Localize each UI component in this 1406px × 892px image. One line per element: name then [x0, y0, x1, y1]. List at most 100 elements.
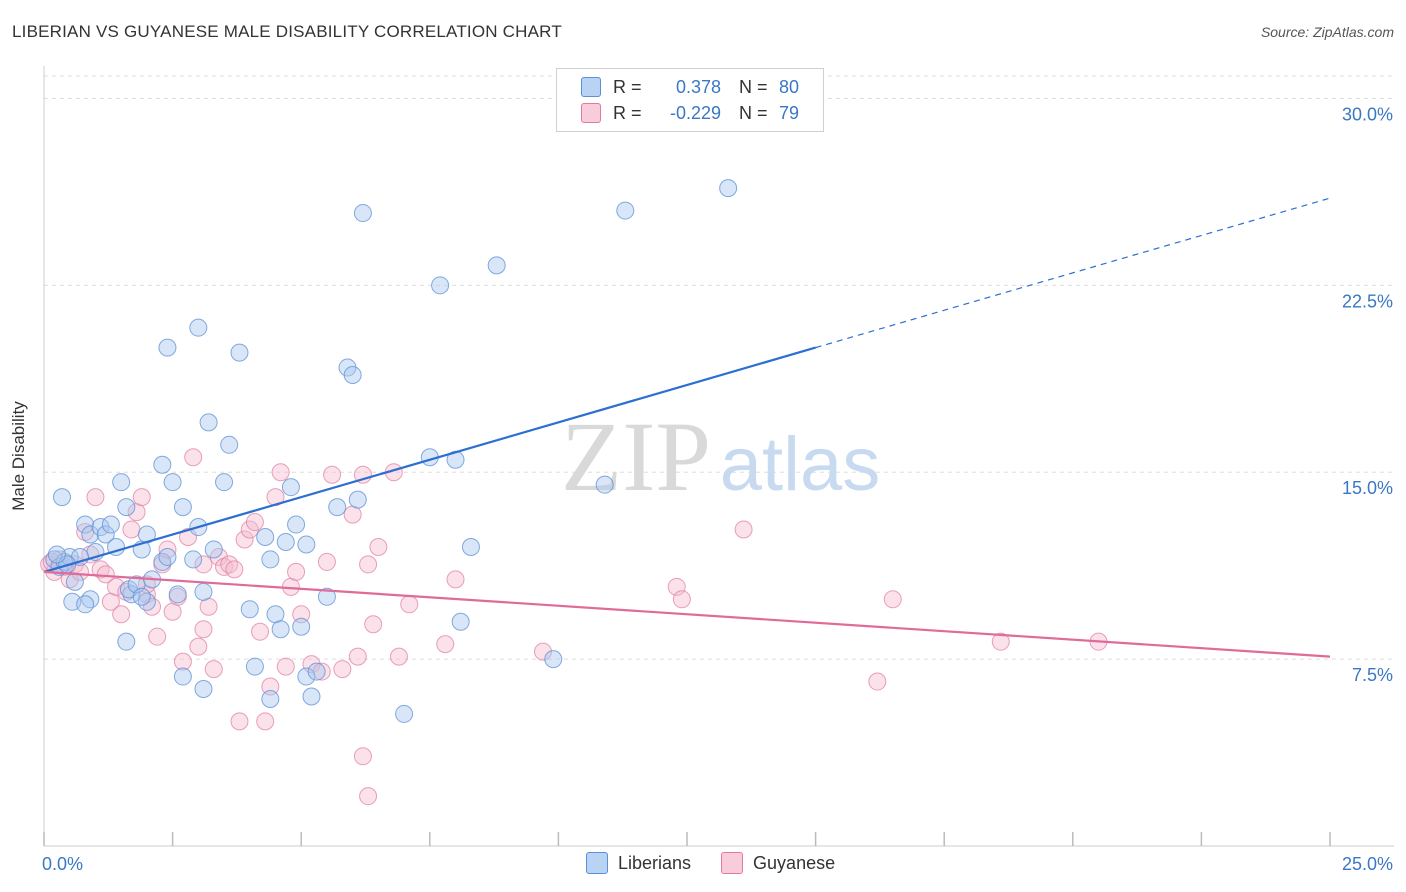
liberians-point [158, 547, 177, 566]
liberians-point [266, 605, 285, 624]
source-credit: Source: ZipAtlas.com [1260, 24, 1394, 40]
tick-labels: 7.5% 15.0% 22.5% 30.0% 0.0% 25.0% [42, 104, 1393, 874]
guyanese-point [369, 537, 388, 556]
guyanese-point [734, 520, 753, 539]
guyanese-point [343, 505, 362, 524]
x-tick-label: 25.0% [1342, 854, 1393, 874]
liberians-point [163, 473, 182, 492]
guyanese-point [86, 488, 105, 507]
liberians-point [204, 540, 223, 559]
legend-item-liberians: Liberians [586, 852, 691, 874]
guyanese-point [359, 555, 378, 574]
liberians-point [353, 204, 372, 223]
r-value: 0.378 [675, 76, 721, 97]
y-tick-label: 15.0% [1342, 478, 1393, 498]
liberians-point [276, 532, 295, 551]
liberians-point [153, 455, 172, 474]
liberians-point [96, 525, 115, 544]
guyanese-point [348, 647, 367, 666]
liberians-point [215, 473, 234, 492]
guyanese-swatch [721, 852, 744, 874]
liberians-point [194, 582, 213, 601]
guyanese-point [148, 627, 167, 646]
liberians-point [220, 435, 239, 454]
liberians-point [76, 595, 95, 614]
liberians-point [451, 612, 470, 631]
guyanese-point [256, 712, 275, 731]
liberians-point [117, 632, 136, 651]
guyanese-point [230, 712, 249, 731]
liberians-point [122, 585, 141, 604]
liberians-point [112, 473, 131, 492]
y-tick-label: 7.5% [1352, 665, 1393, 685]
guyanese-point [533, 642, 552, 661]
correlation-legend: R = 0.378 N = 80 R = -0.229 N = 79 [556, 68, 824, 132]
liberians-point [328, 498, 347, 517]
liberians-trend-extension [815, 197, 1331, 349]
trend-lines [43, 197, 1331, 658]
liberians-point [189, 318, 208, 337]
r-value: -0.229 [669, 102, 721, 123]
guyanese-point [173, 652, 192, 671]
guyanese-point [204, 660, 223, 679]
guyanese-point [353, 747, 372, 766]
liberians-point [287, 515, 306, 534]
guyanese-point [189, 637, 208, 656]
guyanese-swatch [581, 103, 601, 123]
series-legend: Liberians Guyanese [586, 852, 865, 874]
guyanese-point [194, 620, 213, 639]
liberians-point [544, 650, 563, 669]
guyanese-point [672, 590, 691, 609]
n-value: 80 [779, 76, 800, 97]
guyanese-point [261, 677, 280, 696]
guyanese-trend-line [43, 570, 1331, 658]
n-label: N = [739, 76, 768, 97]
liberians-point [173, 667, 192, 686]
liberians-point [65, 572, 84, 591]
liberians-point [261, 689, 280, 708]
guyanese-point [132, 488, 151, 507]
liberians-point [317, 587, 336, 606]
y-tick-label: 30.0% [1342, 104, 1393, 124]
guyanese-point [287, 562, 306, 581]
guyanese-point [194, 555, 213, 574]
liberians-point [616, 201, 635, 220]
liberians-point [297, 535, 316, 554]
chart-title: LIBERIAN VS GUYANESE MALE DISABILITY COR… [12, 22, 562, 41]
n-value: 79 [779, 102, 800, 123]
guyanese-point [225, 560, 244, 579]
guyanese-point [276, 657, 295, 676]
guyanese-point [220, 555, 239, 574]
liberians-point [395, 704, 414, 723]
guyanese-point [292, 605, 311, 624]
liberians-point [271, 620, 290, 639]
liberians-point [194, 680, 213, 699]
guyanese-point [868, 672, 887, 691]
liberians-point [256, 528, 275, 547]
liberians-point [292, 617, 311, 636]
gridlines [44, 75, 1394, 660]
legend-label: Guyanese [753, 852, 836, 873]
guyanese-point [163, 602, 182, 621]
guyanese-point [215, 557, 234, 576]
liberians-point [173, 498, 192, 517]
liberians-point [199, 413, 218, 432]
liberians-point [431, 276, 450, 295]
guyanese-point [333, 660, 352, 679]
liberians-point [101, 515, 120, 534]
n-label: N = [739, 102, 768, 123]
guyanese-point [235, 530, 254, 549]
liberians-point [76, 515, 95, 534]
liberians-point [719, 179, 738, 198]
guyanese-point [251, 622, 270, 641]
liberians-point [47, 545, 66, 564]
guyanese-point [271, 463, 290, 482]
liberians-point [297, 667, 316, 686]
x-tick-label: 0.0% [42, 854, 83, 874]
guyanese-point [400, 595, 419, 614]
guyanese-point [112, 605, 131, 624]
liberians-point [158, 338, 177, 357]
liberians-point [153, 552, 172, 571]
liberians-point [184, 550, 203, 569]
